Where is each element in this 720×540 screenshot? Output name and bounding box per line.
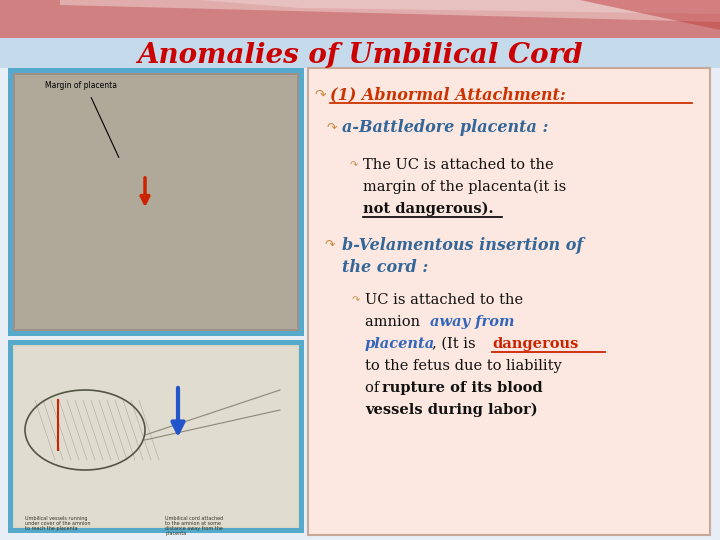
Text: placenta: placenta [365,337,436,351]
Text: the cord :: the cord : [342,260,428,276]
Text: dangerous: dangerous [492,337,578,351]
Text: placenta: placenta [165,531,186,536]
Bar [0,0,720,42]
Text: ↷: ↷ [325,239,336,252]
Text: ↷: ↷ [327,122,337,134]
Text: rupture of its blood: rupture of its blood [382,381,543,395]
Text: The UC is attached to the: The UC is attached to the [363,158,554,172]
Text: away from: away from [430,315,515,329]
Bar [15,347,297,526]
Text: b-Velamentous insertion of: b-Velamentous insertion of [342,237,583,253]
Text: vessels during labor): vessels during labor) [365,403,538,417]
Text: amnion: amnion [365,315,429,329]
Text: distance away from the: distance away from the [165,526,223,531]
Text: a-Battledore placenta :: a-Battledore placenta : [342,119,549,137]
Bar [8,340,304,533]
Bar [308,68,710,535]
Text: ↷: ↷ [352,295,360,305]
Bar [13,73,299,331]
Text: to the fetus due to liability: to the fetus due to liability [365,359,562,373]
Text: , (It is: , (It is [432,337,480,351]
Text: Umbilical vessels running: Umbilical vessels running [25,516,88,521]
Text: margin of the placenta: margin of the placenta [363,180,536,194]
Text: ↷: ↷ [314,88,326,102]
Bar [13,345,299,528]
Text: to the amnion at some: to the amnion at some [165,521,221,526]
Text: of: of [365,381,384,395]
Text: Umbilical cord attached: Umbilical cord attached [165,516,223,521]
Bar [8,68,304,336]
Text: UC is attached to the: UC is attached to the [365,293,523,307]
Bar [0,38,720,68]
Text: not dangerous).: not dangerous). [363,202,493,216]
Text: under cover of the amnion: under cover of the amnion [25,521,91,526]
Polygon shape [60,0,720,22]
Text: (it is: (it is [533,180,566,194]
Text: (1) Abnormal Attachment:: (1) Abnormal Attachment: [330,86,566,104]
Text: ↷: ↷ [350,160,358,170]
Polygon shape [500,0,720,30]
Text: Margin of placenta: Margin of placenta [45,81,117,90]
Polygon shape [200,0,720,14]
Text: to reach the placenta: to reach the placenta [25,526,78,531]
Text: Anomalies of Umbilical Cord: Anomalies of Umbilical Cord [138,42,582,69]
Bar [15,75,297,329]
